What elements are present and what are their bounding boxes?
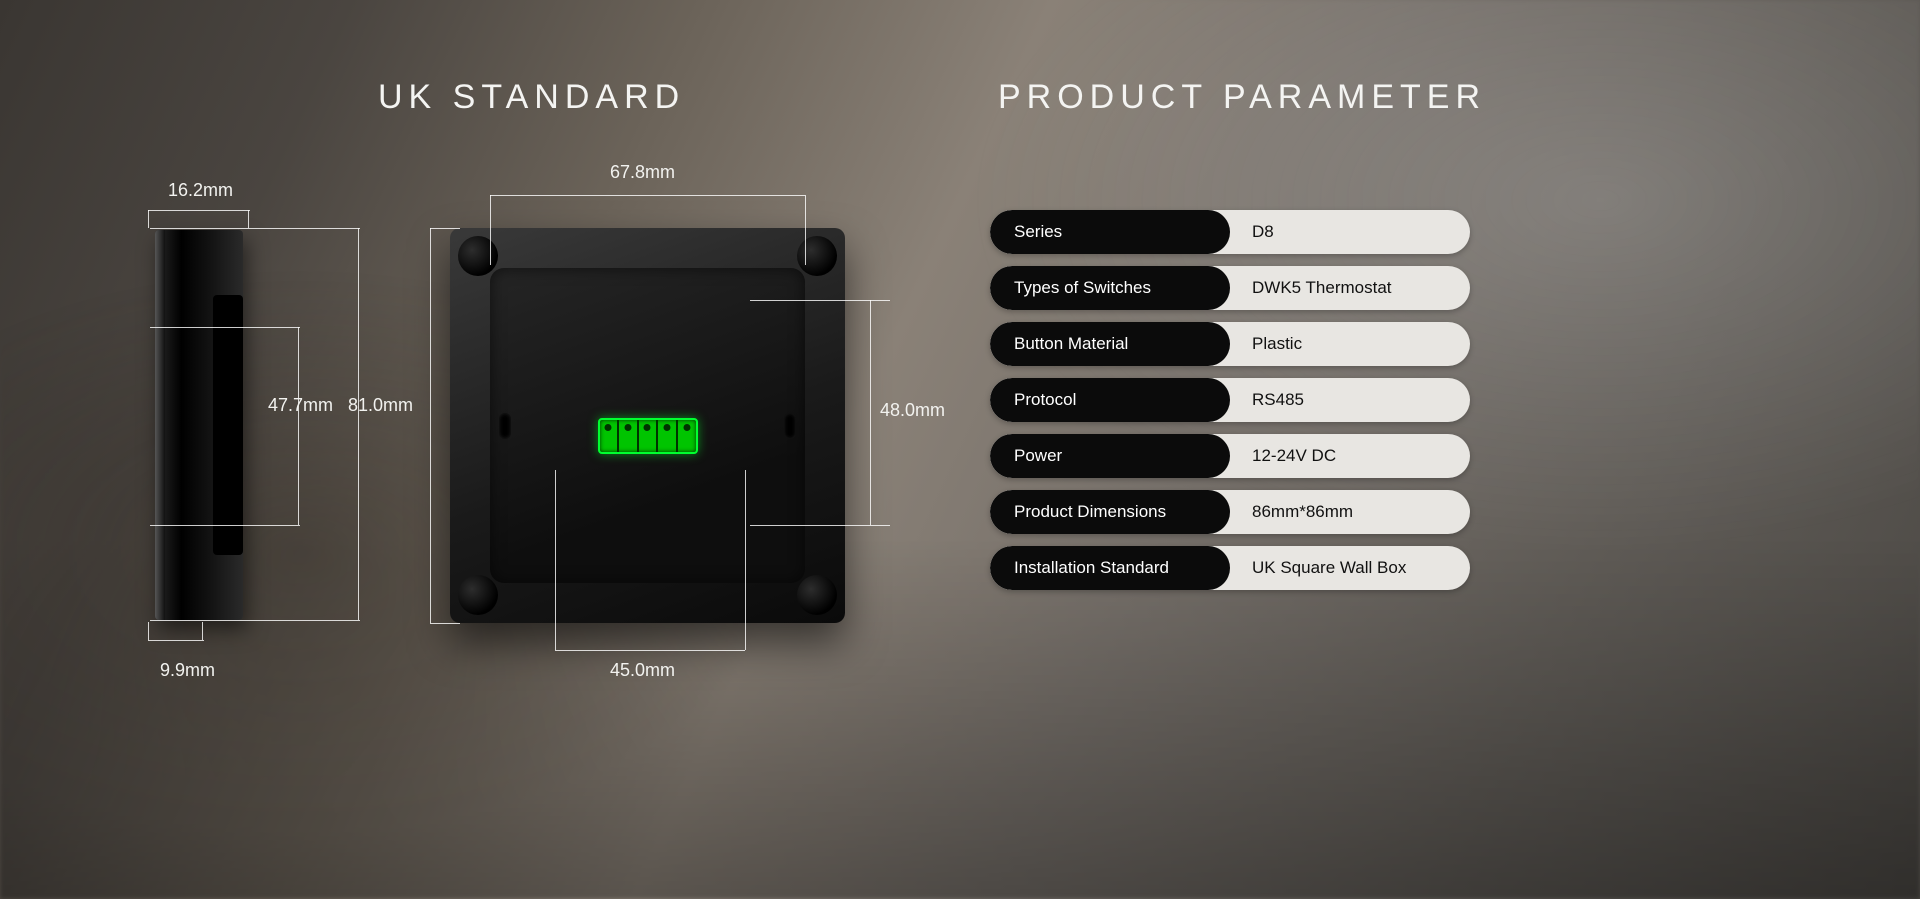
dim-rear-center-h: 48.0mm [880, 400, 945, 421]
dim-guide [430, 228, 431, 623]
dim-guide [805, 195, 806, 265]
dim-guide [870, 300, 871, 525]
parameter-label: Button Material [990, 322, 1230, 366]
parameter-value: UK Square Wall Box [1230, 546, 1470, 590]
parameter-row: Series D8 [990, 210, 1470, 254]
heading-uk-standard: UK STANDARD [378, 78, 685, 117]
device-side-view [155, 230, 243, 620]
dim-guide [248, 210, 249, 228]
dim-guide [430, 228, 460, 229]
dim-guide [202, 622, 203, 640]
parameter-row: Installation Standard UK Square Wall Box [990, 546, 1470, 590]
parameter-value: 12-24V DC [1230, 434, 1470, 478]
screw-hole-icon [458, 236, 498, 276]
dim-guide [555, 470, 556, 650]
parameter-value: 86mm*86mm [1230, 490, 1470, 534]
device-rear-plate [490, 268, 805, 583]
screw-hole-icon [797, 236, 837, 276]
dim-guide [150, 525, 300, 526]
parameter-row: Product Dimensions 86mm*86mm [990, 490, 1470, 534]
dim-top-outer: 16.2mm [168, 180, 233, 201]
parameter-label: Series [990, 210, 1230, 254]
parameter-label: Power [990, 434, 1230, 478]
parameter-label: Protocol [990, 378, 1230, 422]
dim-guide [298, 327, 299, 525]
screw-hole-icon [797, 575, 837, 615]
dim-guide [750, 525, 890, 526]
dim-guide [150, 228, 360, 229]
parameter-label: Installation Standard [990, 546, 1230, 590]
mount-slot-icon [784, 413, 796, 439]
dim-guide [148, 622, 149, 640]
dim-guide [148, 640, 204, 641]
dim-guide [750, 300, 890, 301]
dim-guide [150, 620, 360, 621]
parameter-list: Series D8 Types of Switches DWK5 Thermos… [990, 210, 1470, 602]
dim-rear-top: 67.8mm [610, 162, 675, 183]
dim-guide [150, 327, 300, 328]
device-rear-view [450, 228, 845, 623]
parameter-row: Button Material Plastic [990, 322, 1470, 366]
dim-guide [745, 470, 746, 650]
dim-guide [148, 210, 250, 211]
dim-guide [148, 210, 149, 228]
parameter-row: Power 12-24V DC [990, 434, 1470, 478]
dim-side-bottom: 9.9mm [160, 660, 215, 681]
mount-slot-icon [499, 413, 511, 439]
dim-guide [358, 228, 359, 620]
dim-guide [490, 195, 491, 265]
dim-side-outer: 81.0mm [348, 395, 413, 416]
parameter-row: Protocol RS485 [990, 378, 1470, 422]
heading-product-param: PRODUCT PARAMETER [998, 78, 1486, 117]
parameter-value: RS485 [1230, 378, 1470, 422]
parameter-label: Product Dimensions [990, 490, 1230, 534]
parameter-value: Plastic [1230, 322, 1470, 366]
parameter-value: D8 [1230, 210, 1470, 254]
parameter-row: Types of Switches DWK5 Thermostat [990, 266, 1470, 310]
dim-guide [555, 650, 745, 651]
dim-guide [490, 195, 805, 196]
dim-side-inner: 47.7mm [268, 395, 333, 416]
parameter-value: DWK5 Thermostat [1230, 266, 1470, 310]
parameter-label: Types of Switches [990, 266, 1230, 310]
terminal-connector-icon [598, 418, 698, 454]
dim-rear-conn-w: 45.0mm [610, 660, 675, 681]
dim-guide [430, 623, 460, 624]
screw-hole-icon [458, 575, 498, 615]
